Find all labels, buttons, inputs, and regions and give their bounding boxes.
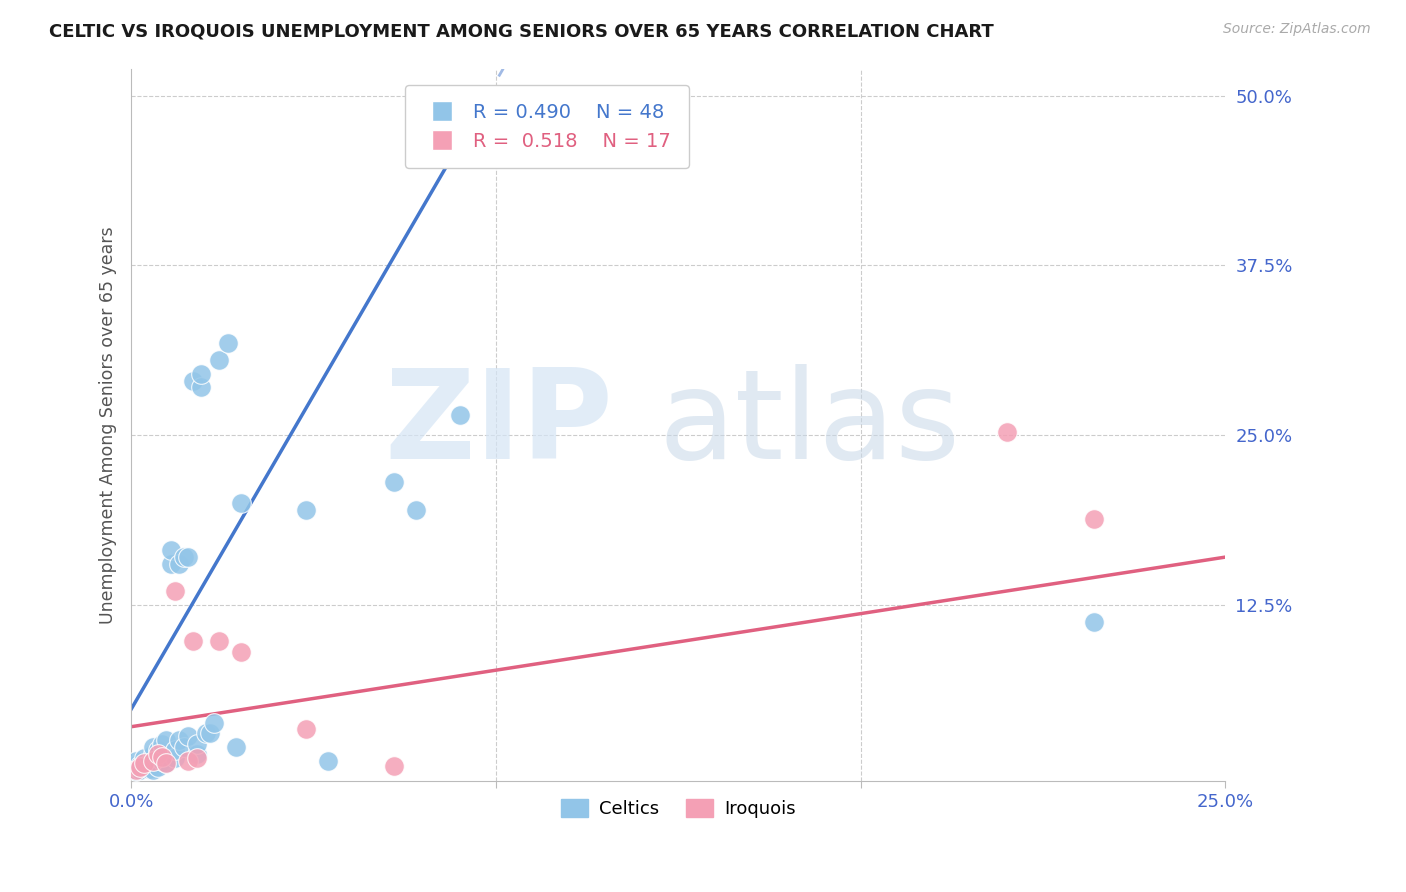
Point [124,757,146,772]
Point [186,751,208,765]
Text: ZIP: ZIP [384,364,613,485]
Legend: Celtics, Iroquois: Celtics, Iroquois [554,791,803,825]
Point [146,743,169,757]
Text: atlas: atlas [658,364,960,485]
Point [146,747,169,761]
Point [150,749,173,764]
Point [124,764,146,779]
Point [186,747,208,761]
Point [163,751,186,765]
Point [382,759,405,773]
Point [155,756,177,771]
Point [138,756,160,771]
Point [405,502,427,516]
Point [208,634,231,648]
Point [142,763,165,777]
Point [177,550,200,565]
Point [129,760,152,774]
Point [177,729,200,743]
Point [134,756,156,771]
Point [173,740,195,755]
Point [134,751,156,765]
Point [194,726,217,740]
Point [124,763,146,777]
Point [295,723,318,737]
Point [181,374,204,388]
Point [169,733,191,747]
Point [225,740,247,755]
Point [177,754,200,768]
Point [142,740,165,755]
Point [995,425,1018,440]
Point [190,367,212,381]
Point [1083,615,1105,630]
Point [150,737,173,751]
Point [150,754,173,768]
Text: Source: ZipAtlas.com: Source: ZipAtlas.com [1223,22,1371,37]
Point [159,557,181,571]
Point [134,760,156,774]
Point [316,754,339,768]
Point [208,353,231,368]
Point [155,733,177,747]
Point [169,557,191,571]
Point [229,645,252,659]
Point [295,502,318,516]
Point [202,715,225,730]
Point [159,543,181,558]
Point [129,763,152,777]
Point [146,760,169,774]
Point [138,762,160,776]
Point [142,754,165,768]
Point [173,550,195,565]
Point [1083,512,1105,526]
Point [150,747,173,761]
Point [129,757,152,772]
Point [382,475,405,490]
Point [181,634,204,648]
Point [142,747,165,761]
Point [190,380,212,394]
Point [163,584,186,599]
Point [124,754,146,768]
Point [155,756,177,771]
Point [229,496,252,510]
Point [449,408,471,422]
Y-axis label: Unemployment Among Seniors over 65 years: Unemployment Among Seniors over 65 years [100,226,117,624]
Point [163,743,186,757]
Point [186,737,208,751]
Text: CELTIC VS IROQUOIS UNEMPLOYMENT AMONG SENIORS OVER 65 YEARS CORRELATION CHART: CELTIC VS IROQUOIS UNEMPLOYMENT AMONG SE… [49,22,994,40]
Point [198,726,221,740]
Point [124,760,146,774]
Point [217,335,239,350]
